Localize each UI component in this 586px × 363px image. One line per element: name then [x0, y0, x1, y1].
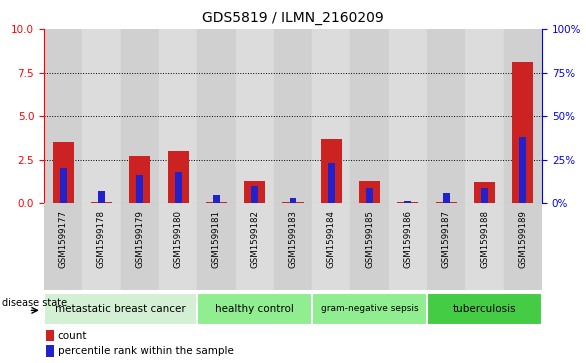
Bar	[46, 345, 54, 357]
Bar	[289, 198, 297, 203]
Bar	[98, 191, 105, 203]
Bar	[465, 203, 504, 290]
Bar	[465, 29, 504, 203]
Bar	[46, 330, 54, 341]
Bar	[474, 182, 495, 203]
Bar	[121, 203, 159, 290]
Text: GSM1599181: GSM1599181	[212, 210, 221, 268]
Bar	[427, 29, 465, 203]
Text: tuberculosis: tuberculosis	[453, 303, 516, 314]
Bar	[274, 203, 312, 290]
Text: count: count	[57, 331, 87, 341]
Bar	[197, 203, 236, 290]
Text: GSM1599184: GSM1599184	[327, 210, 336, 268]
Bar	[359, 181, 380, 203]
Bar	[82, 29, 121, 203]
Bar	[213, 195, 220, 203]
Text: gram-negative sepsis: gram-negative sepsis	[321, 304, 418, 313]
Bar	[44, 29, 82, 203]
Text: GSM1599186: GSM1599186	[403, 210, 413, 268]
Text: percentile rank within the sample: percentile rank within the sample	[57, 346, 234, 356]
Bar	[197, 29, 236, 203]
Bar	[512, 62, 533, 203]
Bar	[350, 29, 389, 203]
Bar	[44, 203, 82, 290]
Bar	[244, 181, 265, 203]
Bar	[312, 293, 427, 325]
Bar	[404, 201, 411, 203]
Bar	[427, 203, 465, 290]
Text: GSM1599179: GSM1599179	[135, 210, 144, 268]
Bar	[53, 142, 74, 203]
Bar	[366, 188, 373, 203]
Bar	[389, 203, 427, 290]
Bar	[427, 293, 542, 325]
Bar	[236, 203, 274, 290]
Bar	[129, 156, 150, 203]
Text: healthy control: healthy control	[215, 303, 294, 314]
Text: GSM1599187: GSM1599187	[442, 210, 451, 268]
Text: GSM1599178: GSM1599178	[97, 210, 106, 268]
Bar	[60, 168, 67, 203]
Bar	[236, 29, 274, 203]
Bar	[175, 172, 182, 203]
Bar	[328, 163, 335, 203]
Bar	[519, 137, 526, 203]
Bar	[82, 203, 121, 290]
Bar	[504, 203, 542, 290]
Text: disease state: disease state	[2, 298, 67, 308]
Bar	[159, 203, 197, 290]
Text: GSM1599188: GSM1599188	[480, 210, 489, 268]
Text: metastatic breast cancer: metastatic breast cancer	[55, 303, 186, 314]
Bar	[44, 293, 197, 325]
Bar	[274, 29, 312, 203]
Bar	[197, 293, 312, 325]
Text: GSM1599183: GSM1599183	[288, 210, 298, 268]
Bar	[312, 203, 350, 290]
Bar	[389, 29, 427, 203]
Bar	[168, 151, 189, 203]
Bar	[321, 139, 342, 203]
Title: GDS5819 / ILMN_2160209: GDS5819 / ILMN_2160209	[202, 11, 384, 25]
Text: GSM1599180: GSM1599180	[173, 210, 183, 268]
Text: GSM1599177: GSM1599177	[59, 210, 67, 268]
Text: GSM1599189: GSM1599189	[519, 210, 527, 268]
Bar	[350, 203, 389, 290]
Bar	[481, 188, 488, 203]
Bar	[137, 175, 143, 203]
Bar	[251, 186, 258, 203]
Bar	[121, 29, 159, 203]
Text: GSM1599185: GSM1599185	[365, 210, 374, 268]
Bar	[159, 29, 197, 203]
Bar	[312, 29, 350, 203]
Text: GSM1599182: GSM1599182	[250, 210, 259, 268]
Bar	[504, 29, 542, 203]
Bar	[443, 193, 449, 203]
